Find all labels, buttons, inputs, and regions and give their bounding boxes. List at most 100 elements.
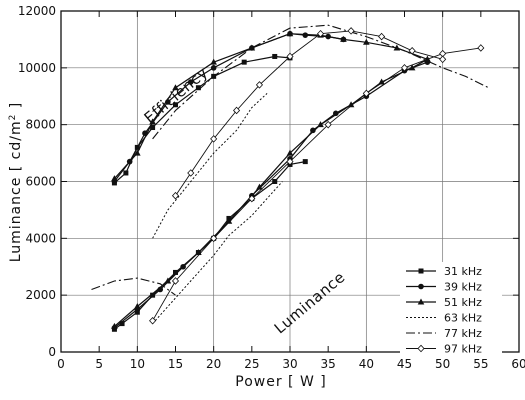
- x-tick-label: 35: [321, 357, 336, 371]
- point: [418, 283, 424, 290]
- x-tick-label: 40: [359, 357, 374, 371]
- axis-ticks: 0 5 10 15 20 25 30 35 40 45 50 55 60 0 2000 4000 6000 800…: [18, 4, 525, 371]
- point: [272, 53, 278, 59]
- y-axis-title-end: ]: [8, 102, 24, 114]
- legend-label: 31 kHz: [444, 265, 482, 278]
- point: [248, 44, 256, 51]
- point: [111, 322, 118, 329]
- point: [302, 159, 308, 165]
- point: [210, 135, 218, 143]
- point: [418, 268, 424, 274]
- x-tick-label: 50: [435, 357, 450, 371]
- point: [111, 175, 118, 182]
- x-tick-label: 15: [168, 357, 183, 371]
- point: [173, 102, 178, 108]
- point: [417, 298, 425, 305]
- point: [378, 32, 386, 41]
- point: [119, 321, 125, 327]
- series-31-khz: [111, 53, 308, 332]
- point: [272, 179, 278, 184]
- legend-label: 97 kHz: [444, 343, 482, 356]
- legend-box: [400, 262, 502, 359]
- x-tick-label: 0: [57, 357, 65, 371]
- y-axis-title: Luminance [ cd/m2 ]: [8, 102, 24, 263]
- x-tick-label: 55: [473, 357, 488, 371]
- point: [477, 44, 485, 52]
- point: [310, 127, 316, 134]
- series-line-63-khz-luminance: [152, 181, 283, 324]
- point: [172, 84, 179, 91]
- x-tick-label: 45: [397, 357, 412, 371]
- point: [123, 170, 129, 176]
- y-tick-label: 2000: [25, 288, 56, 302]
- point: [150, 125, 156, 131]
- point: [225, 217, 233, 224]
- series-97-khz: [149, 27, 485, 325]
- series-63-khz: [152, 93, 283, 324]
- legend-label: 63 kHz: [444, 312, 482, 325]
- y-tick-label: 12000: [18, 4, 56, 18]
- y-tick-label: 10000: [18, 61, 56, 75]
- x-axis-title: Power [ W ]: [235, 374, 326, 390]
- point: [316, 29, 325, 38]
- series-line-97-khz-efficiency: [175, 30, 443, 196]
- annotations: Efficiency Luminance: [141, 63, 349, 337]
- point: [286, 30, 294, 37]
- point: [439, 55, 447, 64]
- x-tick-label: 20: [206, 357, 221, 371]
- point: [187, 169, 195, 177]
- y-tick-label: 6000: [25, 175, 56, 189]
- x-tick-label: 10: [130, 357, 145, 371]
- point: [347, 27, 355, 35]
- series-39-khz: [111, 30, 431, 331]
- series-line-97-khz-luminance: [152, 47, 481, 321]
- point: [417, 344, 425, 353]
- x-tick-label: 30: [282, 357, 297, 371]
- annotation-efficiency: Efficiency: [141, 63, 212, 127]
- point: [302, 32, 309, 38]
- series-line-77-khz-efficiency: [152, 24, 489, 140]
- x-tick-label: 5: [95, 357, 103, 371]
- point: [149, 118, 156, 125]
- point: [248, 194, 256, 203]
- point: [241, 59, 247, 65]
- y-tick-label: 0: [48, 345, 56, 359]
- series-line-63-khz-efficiency: [152, 93, 268, 239]
- point: [150, 292, 156, 298]
- point: [233, 106, 241, 115]
- point: [171, 191, 180, 200]
- point: [317, 121, 324, 128]
- point: [362, 89, 370, 98]
- point: [363, 38, 370, 45]
- point: [324, 120, 332, 129]
- point: [149, 316, 157, 325]
- series-line-51-khz-efficiency: [113, 33, 428, 180]
- point: [210, 58, 217, 65]
- point: [134, 303, 141, 310]
- legend-label: 77 kHz: [444, 327, 482, 340]
- legend-label: 51 kHz: [444, 296, 482, 309]
- series-line-77-khz-luminance: [91, 277, 176, 296]
- legend-label: 39 kHz: [444, 281, 482, 294]
- point: [171, 277, 180, 285]
- annotation-luminance: Luminance: [271, 268, 349, 337]
- point: [286, 157, 294, 166]
- x-tick-label: 25: [244, 357, 259, 371]
- point: [255, 81, 264, 89]
- point: [286, 149, 294, 156]
- point: [256, 183, 263, 190]
- series-77-khz: [91, 24, 489, 296]
- point: [164, 277, 172, 284]
- point: [408, 64, 416, 71]
- point: [333, 110, 339, 117]
- point: [408, 46, 416, 55]
- point: [347, 101, 355, 108]
- y-axis-title-main: Luminance [ cd/m: [8, 120, 24, 262]
- y-tick-label: 4000: [25, 231, 56, 245]
- x-tick-label: 60: [511, 357, 525, 371]
- point: [210, 234, 218, 243]
- series-layer: [91, 24, 489, 332]
- legend: 31 kHz 39 kHz 51 kHz 63 kHz 77 kHz 97 kHz: [400, 262, 502, 359]
- point: [400, 64, 409, 72]
